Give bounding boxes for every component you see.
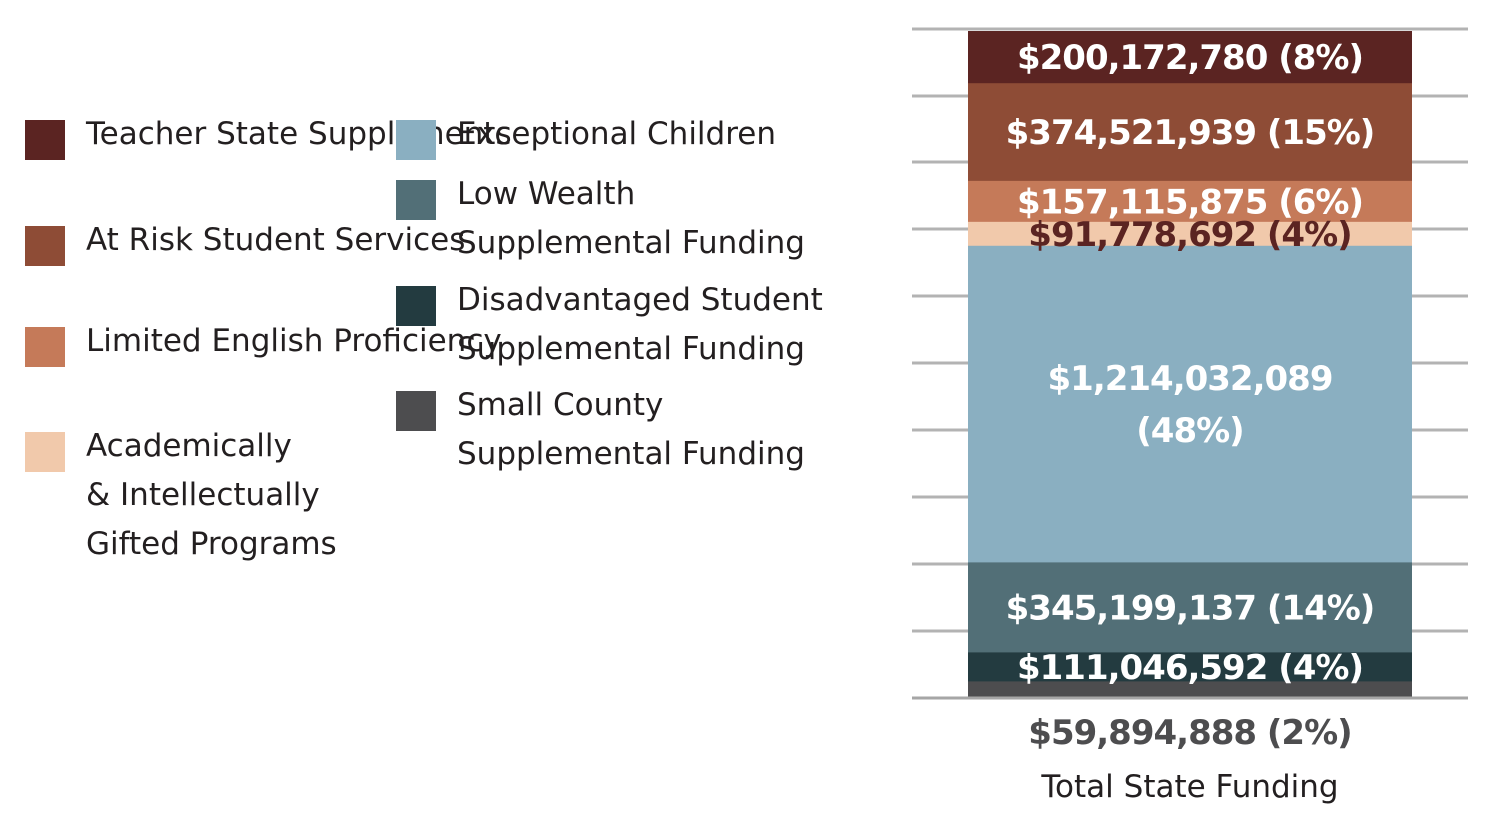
- legend-label: Low Wealth Supplemental Funding: [457, 176, 805, 261]
- legend-swatch: [25, 327, 65, 367]
- legend-label: At Risk Student Services: [86, 222, 466, 258]
- legend: Teacher State Supplements At Risk Student…: [25, 116, 823, 569]
- legend-swatch: [25, 226, 65, 266]
- legend-swatch: [25, 120, 65, 160]
- legend-item: Limited English Proficiency: [25, 323, 502, 367]
- bar-segment: [968, 562, 1412, 653]
- data-label: $374,521,939 (15%): [1006, 113, 1375, 153]
- data-label: $59,894,888 (2%): [1028, 713, 1351, 753]
- data-label: $200,172,780 (8%): [1017, 38, 1363, 78]
- legend-swatch: [396, 286, 436, 326]
- legend-swatch: [25, 432, 65, 472]
- legend-item: Exceptional Children: [396, 116, 776, 160]
- bar-segment: [968, 83, 1412, 182]
- legend-label: Limited English Proficiency: [86, 323, 502, 359]
- legend-label: Disadvantaged Student Supplemental Fundi…: [457, 282, 823, 367]
- data-label: $157,115,875 (6%): [1017, 182, 1363, 222]
- data-label: $91,778,692 (4%): [1028, 215, 1351, 255]
- legend-item: At Risk Student Services: [25, 222, 465, 266]
- category-label: Total State Funding: [1040, 769, 1338, 805]
- data-label: $111,046,592 (4%): [1017, 648, 1363, 688]
- legend-swatch: [396, 391, 436, 431]
- data-label: $345,199,137 (14%): [1006, 588, 1375, 628]
- legend-label: Small County Supplemental Funding: [457, 387, 805, 472]
- bar-segment: [968, 221, 1412, 247]
- bar-segment: [968, 31, 1412, 84]
- legend-swatch: [396, 180, 436, 220]
- legend-label: Academically & Intellectually Gifted Pro…: [86, 428, 337, 562]
- legend-item: Academically & Intellectually Gifted Pro…: [25, 428, 337, 569]
- data-label: $1,214,032,089 (48%): [1048, 359, 1333, 451]
- bar-segment: [968, 681, 1412, 698]
- legend-item: Small County Supplemental Funding: [396, 387, 805, 479]
- bar-segment: [968, 245, 1412, 563]
- bar-segment: [968, 652, 1412, 682]
- legend-label: Exceptional Children: [457, 116, 777, 152]
- bar-segment: [968, 180, 1412, 223]
- legend-item: Low Wealth Supplemental Funding: [396, 176, 805, 268]
- legend-swatch: [396, 120, 436, 160]
- legend-item: Disadvantaged Student Supplemental Fundi…: [396, 282, 823, 374]
